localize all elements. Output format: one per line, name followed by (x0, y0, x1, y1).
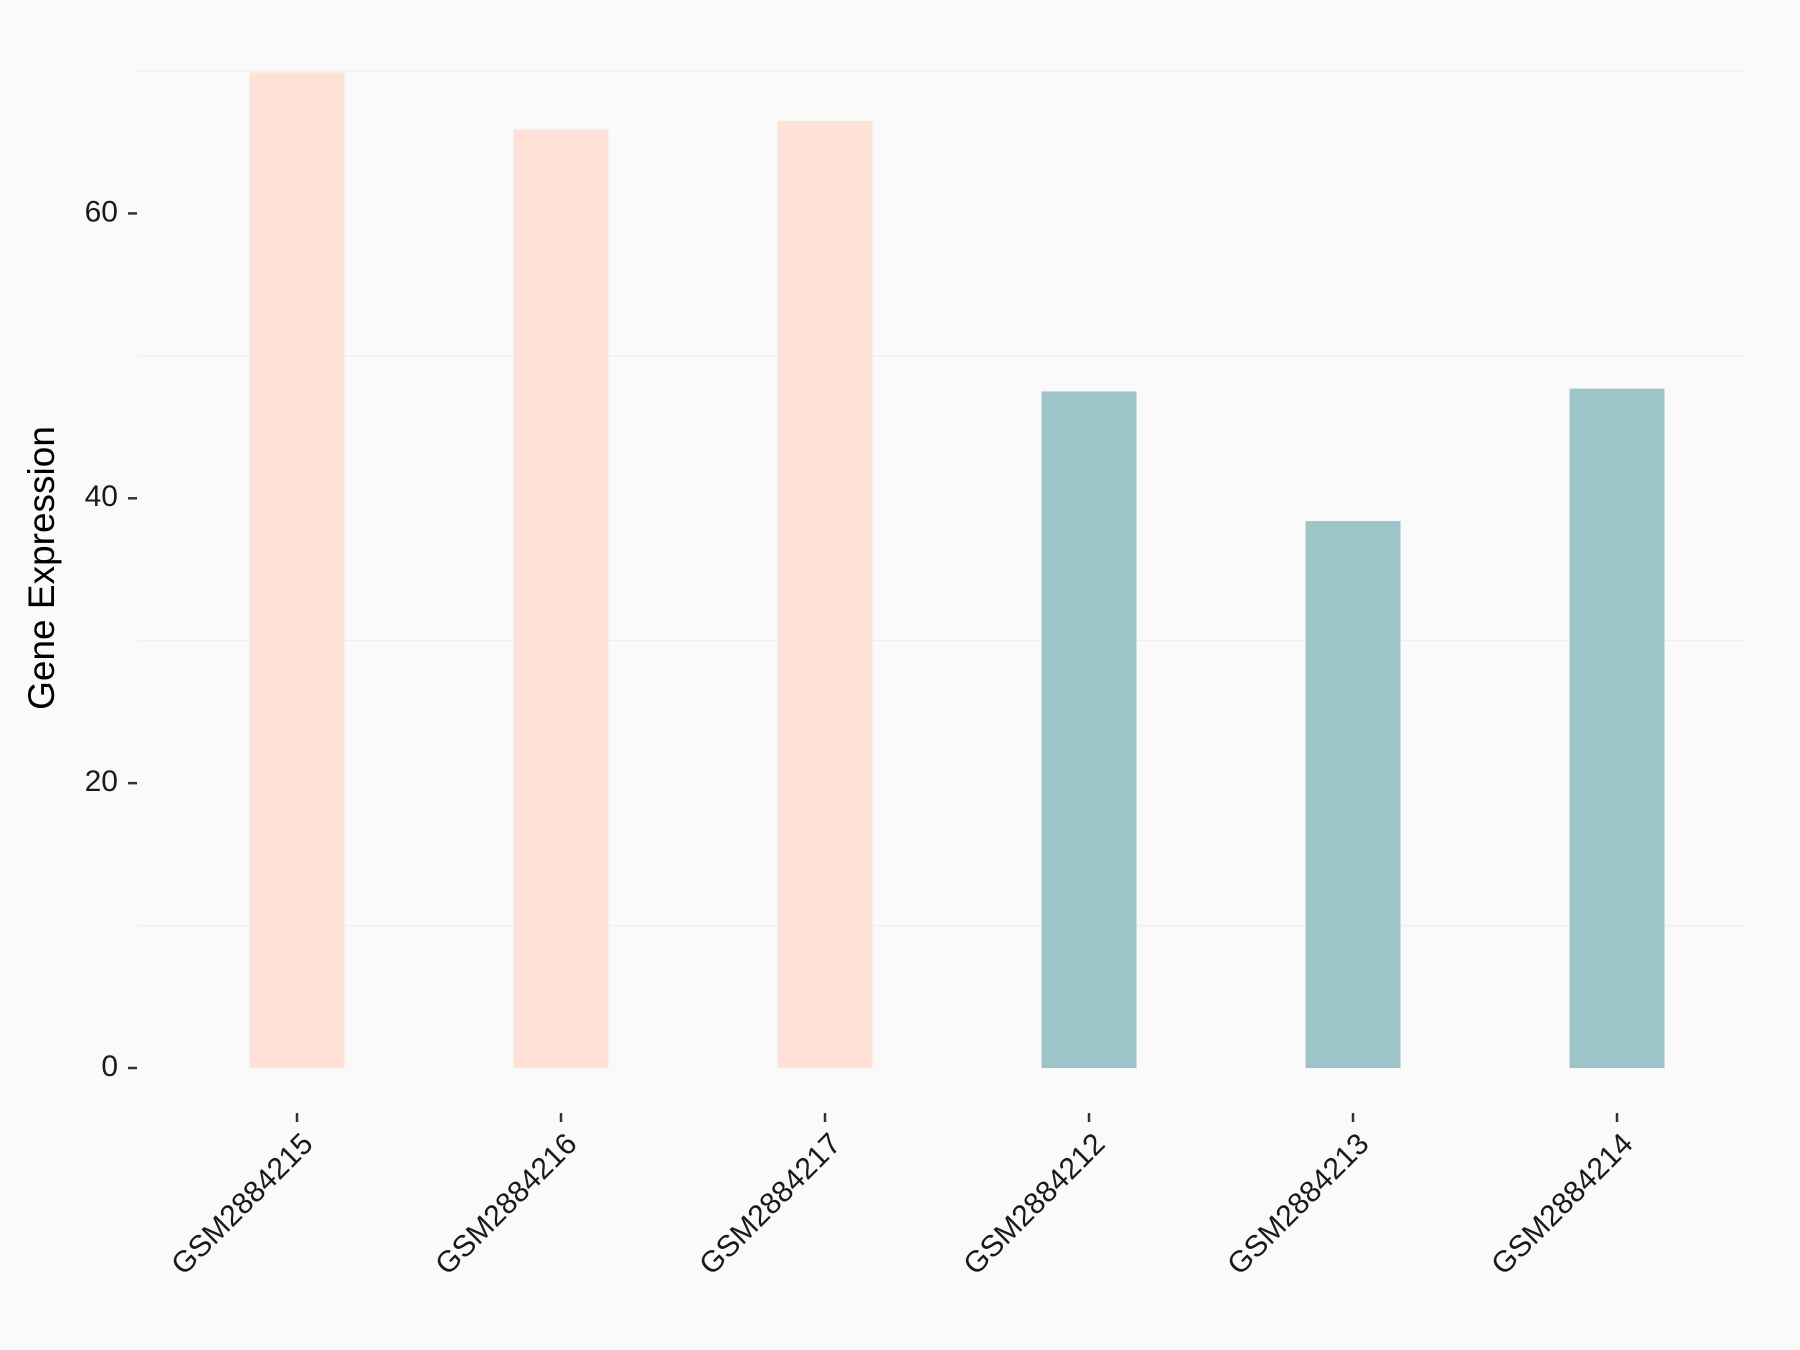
y-tick-label: 20 (85, 765, 118, 798)
y-tick-label: 60 (85, 195, 118, 228)
bar (249, 72, 345, 1068)
y-tick-label: 40 (85, 480, 118, 513)
bar (777, 120, 873, 1069)
bar (513, 129, 609, 1068)
y-axis-title: Gene Expression (21, 426, 62, 710)
y-tick-label: 0 (101, 1050, 118, 1083)
bar (1041, 391, 1137, 1068)
bar (1305, 521, 1401, 1068)
bar (1569, 388, 1665, 1068)
